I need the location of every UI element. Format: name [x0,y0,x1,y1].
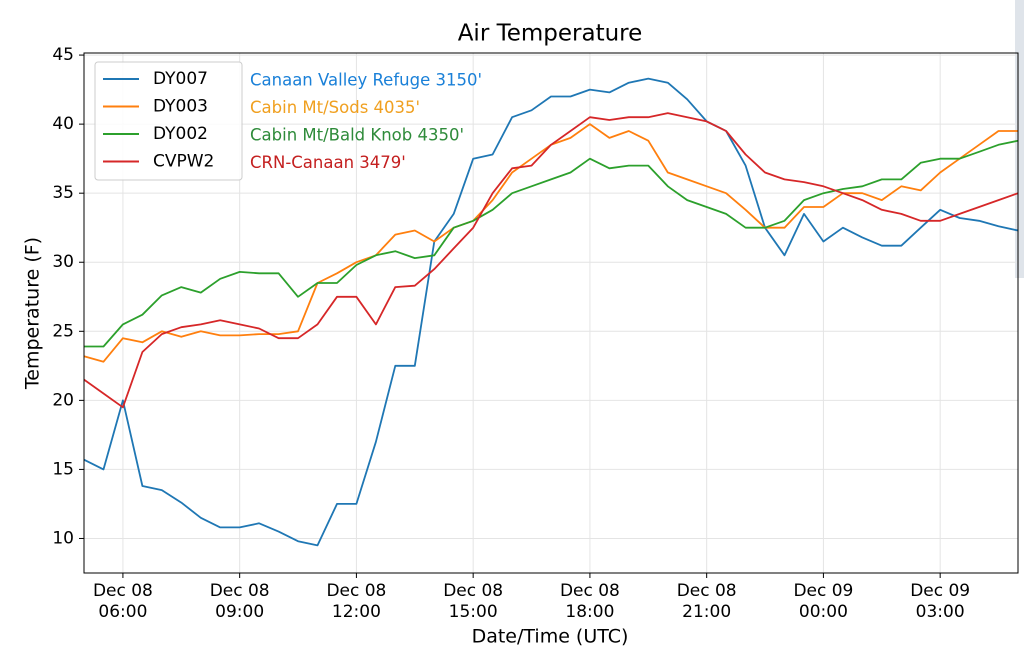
scroll-edge [1015,0,1024,278]
series-line [84,139,1019,348]
legend-label: DY007 [153,69,208,89]
series-line [83,112,1019,409]
legend-label: CVPW2 [153,152,214,172]
legend-label: DY003 [153,97,208,117]
y-tick-label: 45 [52,45,74,65]
y-tick-label: 40 [52,114,74,134]
x-tick-label: 09:00 [215,602,264,622]
x-tick-label: 18:00 [565,602,614,622]
x-tick-label: 03:00 [916,602,965,622]
legend-box [94,61,243,181]
y-tick-label: 35 [52,183,74,203]
y-axis-label: Temperature (F) [22,237,44,390]
x-tick-label: Dec 08 [443,581,503,601]
x-tick-label: Dec 08 [560,581,620,601]
x-tick-label: Dec 08 [93,581,153,601]
plot-frame [83,52,1019,574]
y-tick-label: 25 [52,321,74,341]
x-tick-label: Dec 09 [793,581,853,601]
annotation: Cabin Mt/Sods 4035' [250,98,420,117]
x-tick-label: 12:00 [332,602,381,622]
y-tick-label: 15 [52,459,74,479]
x-tick-label: 06:00 [98,602,147,622]
legend-label: DY002 [153,124,208,144]
series-line [83,77,1019,547]
chart-title: Air Temperature [458,21,643,47]
grid [84,53,1018,573]
plot [83,77,1019,547]
annotation: CRN-Canaan 3479' [250,153,406,172]
y-tick-label: 30 [52,252,74,272]
x-tick-label: 15:00 [449,602,498,622]
x-tick-label: Dec 09 [910,581,970,601]
x-tick-label: Dec 08 [677,581,737,601]
x-tick-label: Dec 08 [210,581,270,601]
x-axis-label: Date/Time (UTC) [472,626,629,648]
x-tick-label: Dec 08 [326,581,386,601]
x-tick-label: 21:00 [682,602,731,622]
annotation: Cabin Mt/Bald Knob 4350' [250,126,464,145]
legend: DY007 DY003 DY002 CVPW2 [94,61,243,181]
annotation: Canaan Valley Refuge 3150' [250,71,482,90]
y-tick-label: 20 [52,390,74,410]
y-tick-label: 10 [52,528,74,548]
x-tick-label: 00:00 [799,602,848,622]
